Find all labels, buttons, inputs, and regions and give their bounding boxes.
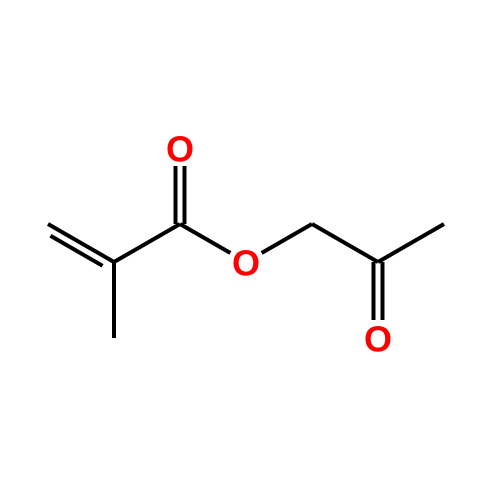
bond (48, 224, 114, 262)
bond (262, 224, 312, 253)
molecule-canvas: O O O (0, 0, 500, 500)
atom-label-O: O (166, 129, 194, 170)
bond (378, 224, 444, 262)
atom-label-O: O (364, 319, 392, 360)
atom-label-O: O (232, 243, 260, 284)
bond (114, 224, 180, 262)
bond (180, 224, 230, 253)
bond (312, 224, 378, 262)
